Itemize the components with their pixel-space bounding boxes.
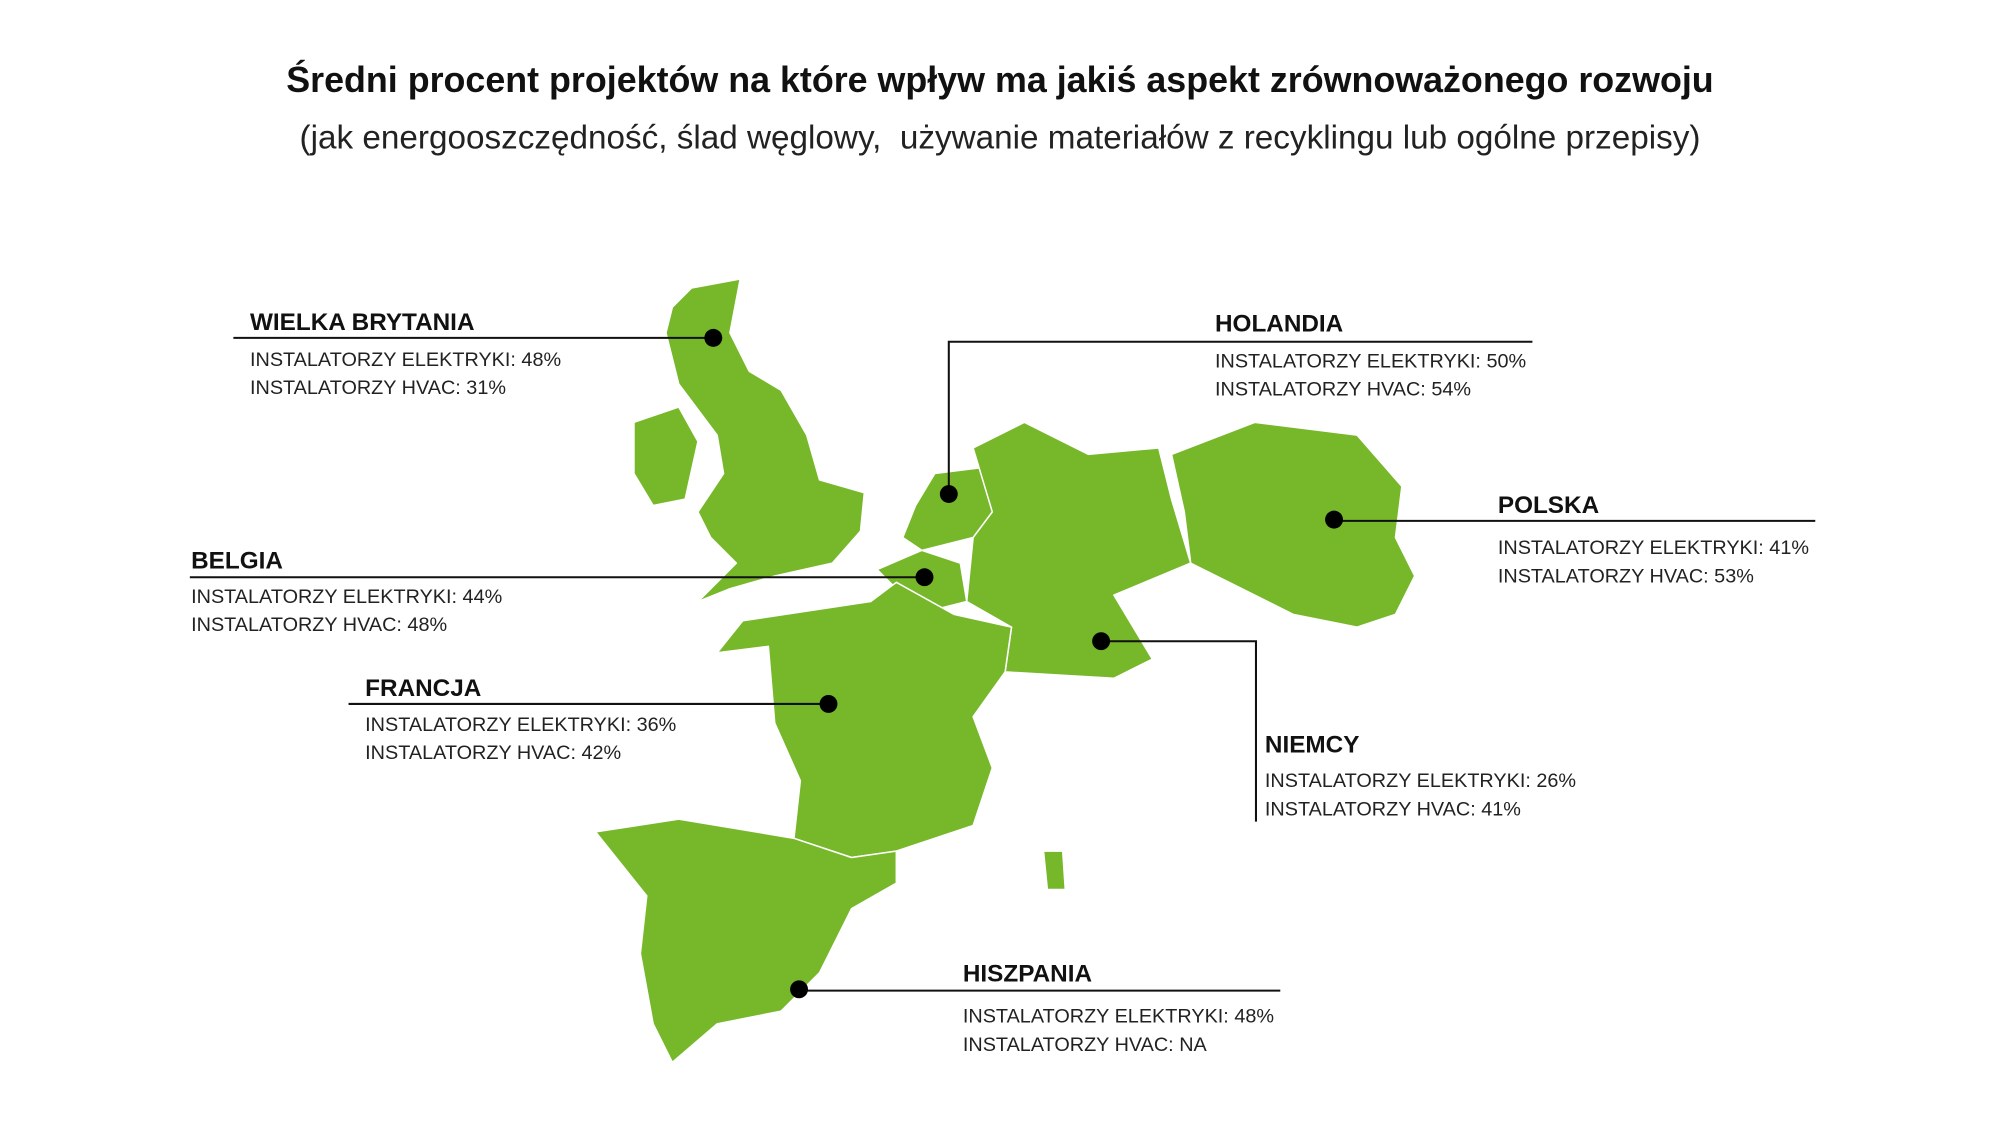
ireland [633,406,699,507]
location-dot [704,328,723,347]
country-name: NIEMCY [1265,732,1359,759]
location-dot [819,694,838,713]
country-name: HISZPANIA [963,961,1092,988]
germany [965,421,1192,680]
location-dot [915,568,934,587]
location-dot [790,980,809,999]
country-stat: INSTALATORZY ELEKTRYKI: 50% [1215,350,1526,372]
france [716,581,1013,859]
callouts: WIELKA BRYTANIA INSTALATORZY ELEKTRYKI: 4… [189,309,1816,1056]
leader-line [947,340,1533,495]
spain [594,818,898,1064]
country-stat: INSTALATORZY ELEKTRYKI: 48% [963,1006,1274,1028]
country-stat: INSTALATORZY HVAC: 48% [191,614,447,636]
country-stat: INSTALATORZY ELEKTRYKI: 48% [250,349,561,371]
subtitle: (jak energooszczędność, ślad węglowy, uż… [300,119,1701,156]
country-stat: INSTALATORZY HVAC: NA [963,1034,1208,1056]
country-stat: INSTALATORZY ELEKTRYKI: 36% [365,714,676,736]
country-stat: INSTALATORZY HVAC: 31% [250,377,506,399]
title: Średni procent projektów na które wpływ … [286,60,1713,100]
great-britain [665,278,866,603]
country-name: HOLANDIA [1215,310,1343,337]
country-stat: INSTALATORZY ELEKTRYKI: 26% [1265,770,1576,792]
country-stat: INSTALATORZY HVAC: 53% [1498,565,1754,587]
poland [1170,421,1416,628]
leader-line [1101,640,1257,822]
country-name: FRANCJA [365,675,481,702]
location-dot [1325,510,1344,529]
country-name: POLSKA [1498,492,1599,519]
location-dot [1092,632,1111,651]
country-stat: INSTALATORZY ELEKTRYKI: 44% [191,586,502,608]
country-stat: INSTALATORZY ELEKTRYKI: 41% [1498,537,1809,559]
country-stat: INSTALATORZY HVAC: 42% [365,742,621,764]
country-name: BELGIA [191,547,283,574]
country-name: WIELKA BRYTANIA [250,309,474,336]
country-stat: INSTALATORZY HVAC: 54% [1215,378,1471,400]
location-dot [939,485,958,503]
country-stat: INSTALATORZY HVAC: 41% [1265,798,1521,820]
map [594,278,1416,1064]
corsica [1042,850,1067,891]
